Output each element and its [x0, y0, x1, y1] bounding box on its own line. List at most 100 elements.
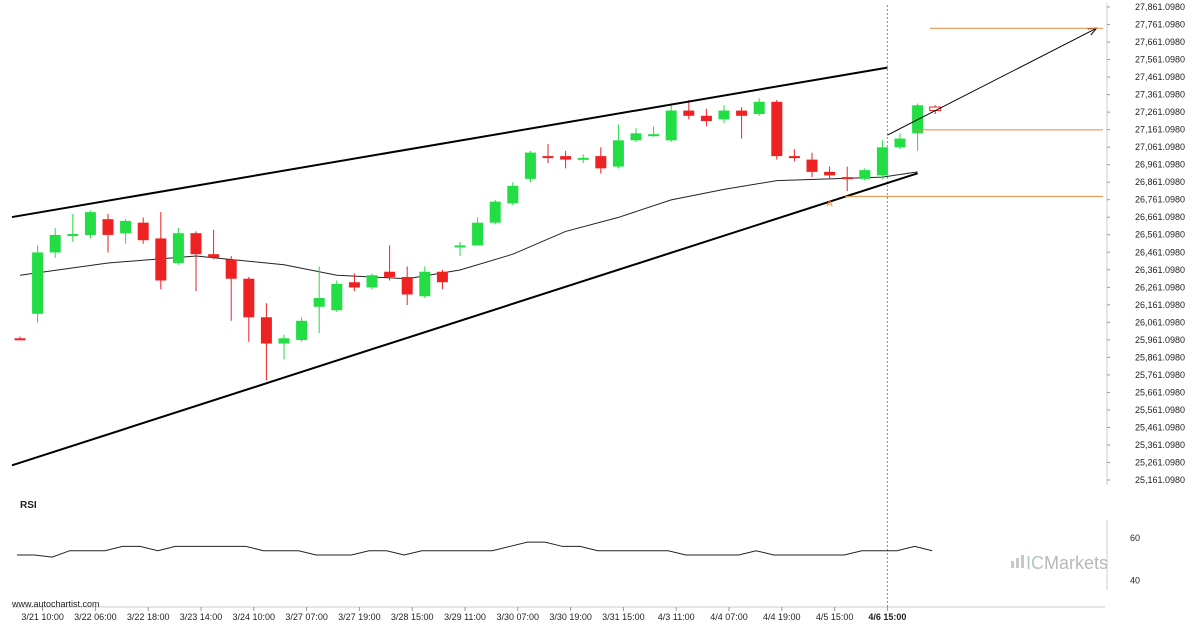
- y-tick-label: 27,461.0980: [1135, 72, 1185, 82]
- candle: [14, 336, 26, 341]
- candle: [260, 303, 272, 381]
- candle: [155, 212, 167, 290]
- candle: [859, 168, 871, 181]
- candle-body: [700, 115, 712, 122]
- candlesticks: [14, 98, 942, 381]
- brand-markets: Markets: [1044, 553, 1108, 573]
- y-tick-label: 27,861.0980: [1135, 2, 1185, 12]
- candle: [718, 105, 730, 123]
- candle: [401, 266, 413, 306]
- candle-body: [577, 157, 589, 160]
- candle-body: [401, 276, 413, 295]
- candle: [736, 107, 748, 139]
- brand-logo-icon: [1011, 555, 1024, 568]
- x-tick-label: 4/4 07:00: [710, 612, 748, 622]
- projection-arrow-line: [887, 27, 1097, 136]
- candle-body: [560, 156, 572, 160]
- candle: [384, 245, 396, 281]
- candle: [436, 269, 448, 290]
- candle: [595, 147, 607, 174]
- candle-body: [894, 138, 906, 148]
- y-tick-label: 27,061.0980: [1135, 142, 1185, 152]
- y-tick-label: 27,561.0980: [1135, 55, 1185, 65]
- pattern-point-label: A: [827, 198, 833, 208]
- moving-average-line: [19, 171, 918, 280]
- candle-body: [665, 110, 677, 141]
- y-tick-label: 25,161.0980: [1135, 475, 1185, 485]
- candle-body: [876, 147, 888, 176]
- candle-body: [612, 140, 624, 167]
- candle-body: [208, 254, 220, 258]
- candle: [665, 105, 677, 143]
- candle-body: [788, 156, 800, 159]
- x-tick-label: 4/5 15:00: [816, 612, 854, 622]
- candle: [49, 227, 61, 258]
- candle: [208, 229, 220, 260]
- candle-body: [736, 110, 748, 116]
- trendlines: [11, 27, 1098, 467]
- candle-body: [84, 212, 96, 235]
- y-tick-label: 25,961.0980: [1135, 335, 1185, 345]
- x-tick-label: 4/6 15:00: [868, 612, 906, 622]
- lower-trendline: [11, 172, 918, 467]
- y-tick-label: 26,961.0980: [1135, 160, 1185, 170]
- y-tick-label: 25,361.0980: [1135, 440, 1185, 450]
- candle: [331, 280, 343, 313]
- candle: [472, 217, 484, 246]
- candle-body: [67, 234, 79, 237]
- x-tick-label: 3/30 19:00: [549, 612, 592, 622]
- candle-body: [14, 338, 26, 341]
- candle-body: [806, 159, 818, 172]
- candle-body: [49, 234, 61, 253]
- candle-body: [120, 220, 132, 234]
- candle-body: [331, 283, 343, 311]
- candle: [243, 276, 255, 342]
- candle: [313, 266, 325, 334]
- candle: [172, 227, 184, 265]
- candle-body: [260, 317, 272, 344]
- candle: [806, 152, 818, 178]
- candle: [102, 213, 114, 253]
- candle-body: [841, 177, 853, 180]
- rsi-title: RSI: [20, 500, 37, 511]
- y-tick-label: 25,861.0980: [1135, 352, 1185, 362]
- candle: [225, 255, 237, 321]
- candle: [788, 149, 800, 162]
- candle-body: [507, 185, 519, 204]
- x-tick-label: 3/27 19:00: [338, 612, 381, 622]
- y-tick-label: 26,061.0980: [1135, 317, 1185, 327]
- x-tick-label: 3/28 15:00: [391, 612, 434, 622]
- x-tick-label: 3/29 11:00: [444, 612, 486, 622]
- candle-body: [137, 222, 149, 241]
- brand-ic: IC: [1026, 553, 1044, 573]
- site-footer: www.autochartist.com: [11, 599, 100, 609]
- candle-body: [243, 278, 255, 318]
- candle-body: [771, 101, 783, 157]
- y-tick-label: 26,561.0980: [1135, 230, 1185, 240]
- y-tick-label: 25,761.0980: [1135, 370, 1185, 380]
- y-tick-label: 25,561.0980: [1135, 405, 1185, 415]
- candle: [683, 100, 695, 120]
- candle: [894, 133, 906, 150]
- candle-body: [419, 271, 431, 297]
- y-tick-label: 25,661.0980: [1135, 387, 1185, 397]
- x-tick-label: 3/27 07:00: [285, 612, 328, 622]
- x-tick-label: 4/3 11:00: [658, 612, 695, 622]
- upper-trendline: [11, 66, 888, 219]
- y-tick-label: 25,261.0980: [1135, 457, 1185, 467]
- brand-watermark-text: ICMarkets: [1026, 553, 1108, 573]
- candle: [348, 273, 360, 291]
- candle: [524, 150, 536, 183]
- candle-body: [630, 133, 642, 141]
- candle-body: [102, 219, 114, 235]
- y-tick-label: 27,161.0980: [1135, 125, 1185, 135]
- candle-body: [718, 110, 730, 120]
- candle-body: [32, 252, 44, 314]
- candle: [489, 199, 501, 225]
- x-tick-label: 3/21 10:00: [21, 612, 64, 622]
- candle: [630, 128, 642, 143]
- candle-body: [190, 233, 202, 255]
- rsi-tick-label: 40: [1130, 576, 1140, 586]
- candle-body: [472, 222, 484, 246]
- candle-body: [542, 156, 554, 159]
